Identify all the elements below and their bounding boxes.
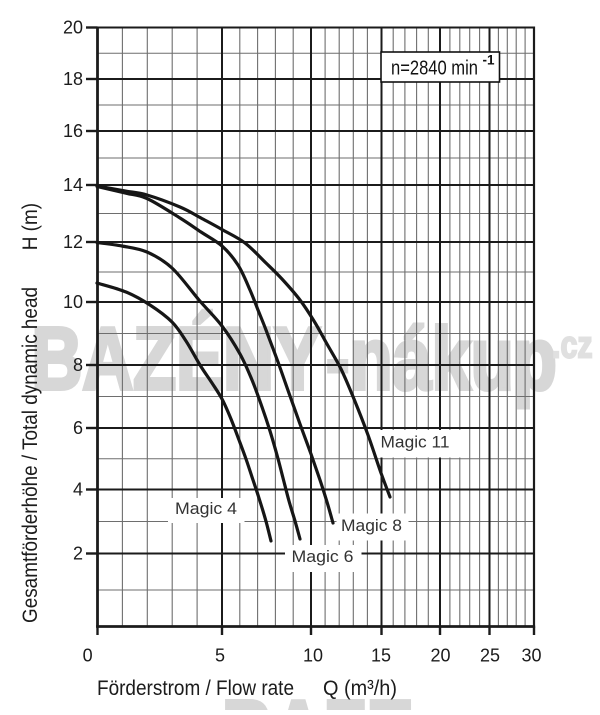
- svg-text:-1: -1: [483, 53, 495, 68]
- svg-text:14: 14: [63, 175, 83, 195]
- svg-text:Gesamtförderhöhe / Total dynam: Gesamtförderhöhe / Total dynamic head H …: [19, 203, 42, 623]
- svg-text:Magic 8: Magic 8: [341, 516, 402, 535]
- svg-text:-nákup: -nákup: [326, 309, 557, 407]
- svg-text:0: 0: [83, 646, 93, 666]
- svg-text:12: 12: [63, 232, 83, 252]
- svg-text:Q (m³/h): Q (m³/h): [323, 676, 397, 700]
- svg-text:10: 10: [303, 646, 323, 666]
- svg-text:16: 16: [63, 121, 83, 141]
- svg-text:15: 15: [371, 646, 391, 666]
- svg-text:20: 20: [430, 646, 450, 666]
- svg-text:Magic 4: Magic 4: [175, 499, 237, 518]
- svg-text:.cz: .cz: [552, 324, 593, 366]
- svg-text:25: 25: [480, 646, 500, 666]
- svg-text:Magic 11: Magic 11: [381, 433, 450, 452]
- svg-text:8: 8: [73, 355, 83, 375]
- svg-text:20: 20: [63, 17, 83, 37]
- svg-text:n=2840 min: n=2840 min: [391, 57, 478, 80]
- svg-text:10: 10: [63, 292, 83, 312]
- svg-text:5: 5: [215, 646, 225, 666]
- svg-text:4: 4: [73, 479, 83, 499]
- svg-text:18: 18: [63, 69, 83, 89]
- svg-text:6: 6: [73, 418, 83, 438]
- svg-text:Förderstrom / Flow rate: Förderstrom / Flow rate: [97, 677, 294, 700]
- svg-text:2: 2: [73, 543, 83, 563]
- svg-text:30: 30: [521, 646, 541, 666]
- svg-text:Magic 6: Magic 6: [292, 547, 354, 566]
